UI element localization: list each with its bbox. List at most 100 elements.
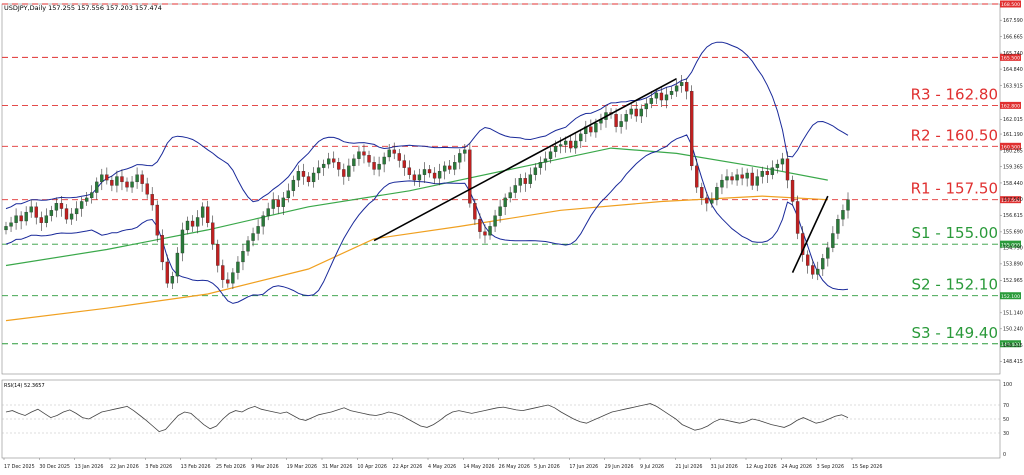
candle-body xyxy=(200,206,205,218)
candle-body xyxy=(216,243,220,266)
candle-body xyxy=(800,233,805,255)
candle xyxy=(54,197,59,218)
candle-body xyxy=(69,213,74,220)
candle xyxy=(332,151,336,169)
candle-body xyxy=(276,199,280,207)
candle xyxy=(306,172,311,187)
level-tag-text: 149.400 xyxy=(1001,342,1020,348)
candle xyxy=(105,167,109,185)
candle xyxy=(816,261,820,281)
candle xyxy=(448,160,452,174)
candle-body xyxy=(442,165,447,172)
level-label-5: S1 - 155.00 xyxy=(912,224,999,242)
level-tag-box xyxy=(1000,196,1021,204)
candle-body xyxy=(508,192,512,199)
candle xyxy=(684,77,689,100)
candle-body xyxy=(765,171,769,175)
candle xyxy=(69,208,74,225)
candle xyxy=(59,195,64,217)
candle-body xyxy=(740,174,744,179)
candle xyxy=(634,101,638,122)
candle xyxy=(579,129,583,148)
candle xyxy=(251,227,255,247)
candle-body xyxy=(579,133,583,142)
price-tick-label: 154.790 xyxy=(1003,246,1023,252)
candle-body xyxy=(170,276,175,284)
candle xyxy=(246,236,250,256)
candle xyxy=(745,168,749,187)
candle-body xyxy=(211,222,215,245)
candle xyxy=(85,192,89,206)
date-tick-label: 29 Jun 2026 xyxy=(605,464,634,470)
candle xyxy=(513,178,517,199)
candle xyxy=(397,148,401,168)
candle-body xyxy=(74,208,79,215)
candle-body xyxy=(453,162,457,170)
rsi-tick-label: 50 xyxy=(1003,417,1009,423)
date-tick-label: 5 Jun 2026 xyxy=(534,464,560,470)
candle-body xyxy=(755,176,759,186)
price-tick-label: 148.415 xyxy=(1003,359,1023,365)
candle-body xyxy=(458,153,462,163)
candle xyxy=(498,199,502,223)
candle-body xyxy=(548,151,553,159)
candle-body xyxy=(4,226,8,231)
candle-body xyxy=(231,272,235,284)
price-tick-label: 164.840 xyxy=(1003,67,1023,73)
candle-body xyxy=(543,158,548,163)
candle-body xyxy=(100,174,104,183)
candle-body xyxy=(120,176,124,183)
candle xyxy=(811,259,815,279)
candle-body xyxy=(105,174,109,181)
candle xyxy=(468,142,472,208)
candle-body xyxy=(246,240,250,252)
candle-body xyxy=(372,162,376,170)
candle-body xyxy=(377,163,381,170)
candle-body xyxy=(846,199,850,211)
candle-body xyxy=(558,144,563,147)
price-tick-label: 150.240 xyxy=(1003,327,1023,333)
candle xyxy=(730,172,734,185)
candle xyxy=(135,167,139,189)
candle xyxy=(276,195,280,214)
date-axis: 17 Dec 2025 30 Dec 2025 13 Jan 2026 22 Jan … xyxy=(3,458,882,470)
candle xyxy=(679,74,684,93)
level-label-3: R2 - 160.50 xyxy=(911,126,998,144)
candle-body xyxy=(261,215,265,227)
candle-body xyxy=(750,172,754,186)
candle xyxy=(669,86,674,100)
candle xyxy=(271,192,275,215)
candle xyxy=(185,216,190,235)
bollinger-upper xyxy=(5,41,849,210)
candle-body xyxy=(125,181,129,188)
candle xyxy=(649,90,654,109)
candle-body xyxy=(710,199,714,204)
candle-body xyxy=(624,114,628,122)
candle-body xyxy=(639,108,643,117)
candle xyxy=(785,151,790,189)
candle-body xyxy=(321,163,326,168)
date-tick-label: 25 Feb 2026 xyxy=(216,464,246,470)
candle-body xyxy=(115,176,119,186)
candle-body xyxy=(437,171,442,179)
candle-body xyxy=(775,163,780,168)
level-tag-text: 168.500 xyxy=(1001,2,1020,8)
candle-body xyxy=(695,165,699,188)
candle-body xyxy=(110,179,114,186)
candle xyxy=(125,177,129,192)
candle-body xyxy=(664,94,669,101)
candle xyxy=(402,154,406,176)
candle-body xyxy=(684,82,689,92)
date-tick-label: 22 Jan 2026 xyxy=(110,464,139,470)
candle xyxy=(453,155,457,176)
candle xyxy=(256,219,260,241)
candle xyxy=(372,156,376,176)
candle xyxy=(286,183,291,203)
candle xyxy=(321,159,326,176)
candle xyxy=(710,192,714,208)
candle xyxy=(211,215,215,250)
candle xyxy=(700,182,704,205)
candle-body xyxy=(44,215,49,223)
candle-body xyxy=(175,252,180,277)
